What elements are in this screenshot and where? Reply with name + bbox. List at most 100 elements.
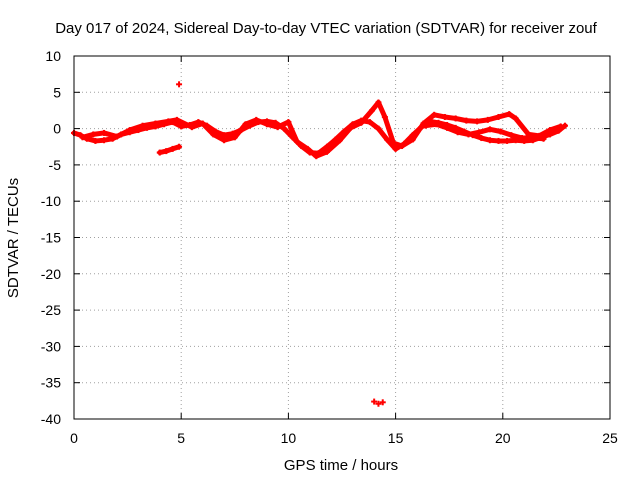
data-point <box>390 140 397 147</box>
y-tick-label: 0 <box>53 121 61 137</box>
x-tick-label: 25 <box>602 430 618 446</box>
y-tick-label: -40 <box>41 411 61 427</box>
data-point <box>463 117 470 124</box>
data-point <box>101 129 108 136</box>
x-tick-label: 15 <box>388 430 404 446</box>
y-tick-label: -5 <box>49 157 62 173</box>
data-point <box>519 135 526 142</box>
data-point <box>293 138 300 145</box>
data-point <box>478 135 485 142</box>
data-point <box>163 148 170 155</box>
data-trace-segment <box>410 121 426 142</box>
x-tick-label: 10 <box>281 430 297 446</box>
data-point <box>497 128 504 135</box>
data-point <box>371 398 378 405</box>
data-point <box>285 119 292 126</box>
data-point <box>152 120 159 127</box>
y-tick-label: 10 <box>45 48 61 64</box>
data-point <box>156 149 163 156</box>
y-axis-title: SDTVAR / TECUs <box>5 178 22 298</box>
data-point <box>431 111 438 118</box>
data-point <box>409 136 416 143</box>
data-point <box>465 131 472 138</box>
data-point <box>347 124 354 131</box>
data-point <box>486 126 493 133</box>
data-point <box>375 99 382 106</box>
data-point <box>79 134 86 141</box>
x-axis-title: GPS time / hours <box>284 457 398 474</box>
data-point <box>392 145 399 152</box>
data-trace-segment <box>285 119 300 145</box>
data-point <box>113 133 120 140</box>
data-point <box>484 116 491 123</box>
data-point <box>173 116 180 123</box>
data-point <box>90 131 97 138</box>
data-point <box>529 135 536 142</box>
data-point <box>323 148 330 155</box>
data-point <box>188 124 195 131</box>
data-trace-segment <box>337 125 354 143</box>
data-point <box>512 115 519 122</box>
data-point <box>381 113 388 120</box>
y-tick-label: 5 <box>53 84 61 100</box>
data-point <box>366 119 373 126</box>
data-marks <box>71 81 568 407</box>
data-point <box>221 132 228 139</box>
data-point <box>508 132 515 139</box>
data-point <box>486 137 493 144</box>
data-trace-segment <box>358 107 375 126</box>
data-point <box>101 137 108 144</box>
y-tick-label: -15 <box>41 230 61 246</box>
grid-lines <box>74 56 610 419</box>
plot-frame <box>73 55 611 420</box>
tick-labels: 0 5 10 15 20 25 10 5 0 -5 -10 -15 -20 -25 -30 -35 -40 <box>41 48 618 446</box>
data-point <box>474 118 481 125</box>
x-tick-label: 5 <box>177 430 185 446</box>
data-point <box>274 124 281 131</box>
y-tick-label: -20 <box>41 266 61 282</box>
data-point <box>379 399 386 406</box>
data-point <box>506 111 513 118</box>
data-point <box>422 122 429 129</box>
data-point <box>375 125 382 132</box>
data-point <box>169 145 176 152</box>
data-point <box>384 136 391 143</box>
data-point <box>399 143 406 150</box>
data-point <box>476 129 483 136</box>
data-point <box>253 116 260 123</box>
data-trace-segment <box>324 137 343 155</box>
data-point <box>92 137 99 144</box>
data-point <box>504 137 511 144</box>
y-tick-label: -25 <box>41 302 61 318</box>
data-point <box>454 129 461 136</box>
data-point <box>444 124 451 131</box>
data-point <box>242 121 249 128</box>
chart-title: Day 017 of 2024, Sidereal Day-to-day VTE… <box>55 20 597 37</box>
data-point <box>176 143 183 150</box>
data-point <box>126 127 133 134</box>
data-point <box>495 137 502 144</box>
data-point <box>263 121 270 128</box>
data-point <box>165 118 172 125</box>
x-tick-label: 20 <box>495 430 511 446</box>
data-point <box>441 113 448 120</box>
data-point <box>139 122 146 129</box>
data-point <box>210 131 217 138</box>
y-tick-label: -35 <box>41 375 61 391</box>
x-tick-label: 0 <box>70 430 78 446</box>
data-point <box>540 135 547 142</box>
data-point <box>199 120 206 127</box>
data-point <box>231 134 238 141</box>
data-point <box>369 107 376 114</box>
data-trace-segment <box>200 121 216 137</box>
data-point <box>546 127 553 134</box>
data-point <box>557 123 564 130</box>
data-trace-segment <box>174 117 195 130</box>
data-trace-segment <box>375 99 388 120</box>
data-point <box>495 113 502 120</box>
data-trace-segment <box>513 115 532 137</box>
y-tick-label: -30 <box>41 338 61 354</box>
data-point <box>221 137 228 144</box>
data-trace-segment <box>232 121 249 140</box>
